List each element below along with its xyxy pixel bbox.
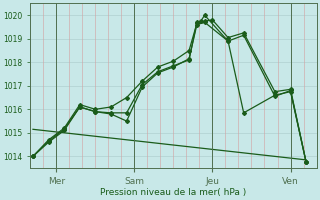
X-axis label: Pression niveau de la mer( hPa ): Pression niveau de la mer( hPa ) (100, 188, 247, 197)
